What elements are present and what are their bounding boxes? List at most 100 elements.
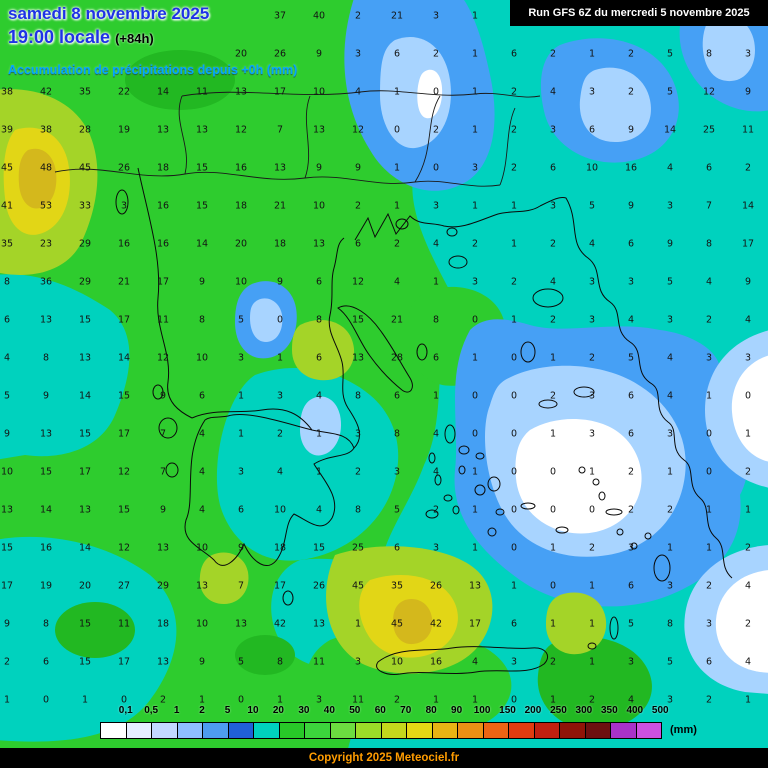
- grid-value: 1: [354, 618, 362, 630]
- grid-value: 3: [588, 86, 596, 98]
- grid-value: 9: [744, 86, 752, 98]
- legend-color-cell: [203, 723, 229, 738]
- grid-value: 16: [429, 656, 443, 668]
- grid-value: 13: [312, 238, 326, 250]
- grid-value: 13: [351, 352, 365, 364]
- grid-value: 2: [549, 48, 557, 60]
- grid-value: 2: [549, 238, 557, 250]
- grid-value: 1: [81, 694, 89, 706]
- grid-value: 41: [0, 200, 14, 212]
- grid-value: 19: [39, 580, 53, 592]
- grid-value: 8: [432, 314, 440, 326]
- grid-value: 18: [273, 238, 287, 250]
- grid-value: 13: [156, 656, 170, 668]
- grid-value: 3: [627, 542, 635, 554]
- grid-value: 4: [315, 390, 323, 402]
- grid-value: 13: [312, 618, 326, 630]
- grid-value: 3: [432, 542, 440, 554]
- grid-value: 26: [429, 580, 443, 592]
- grid-value: 0: [120, 694, 128, 706]
- legend-value-label: 0,5: [144, 705, 159, 716]
- grid-value: 14: [156, 86, 170, 98]
- grid-value: 16: [156, 200, 170, 212]
- grid-value: 2: [354, 466, 362, 478]
- legend-value-label: 200: [524, 705, 542, 716]
- grid-value: 5: [666, 656, 674, 668]
- legend-color-cell: [356, 723, 382, 738]
- grid-value: 20: [234, 238, 248, 250]
- grid-value: 1: [510, 238, 518, 250]
- grid-value: 9: [3, 618, 11, 630]
- grid-value: 1: [549, 542, 557, 554]
- grid-value: 10: [585, 162, 599, 174]
- grid-value: 18: [234, 200, 248, 212]
- grid-value: 4: [627, 314, 635, 326]
- grid-value: 2: [549, 390, 557, 402]
- grid-value: 0: [510, 352, 518, 364]
- grid-value: 15: [195, 162, 209, 174]
- grid-value: 8: [393, 428, 401, 440]
- grid-value: 9: [237, 542, 245, 554]
- grid-value: 2: [588, 694, 596, 706]
- grid-value: 5: [627, 352, 635, 364]
- legend-value-label: 400: [626, 705, 644, 716]
- legend-color-cell: [560, 723, 586, 738]
- grid-value: 8: [666, 618, 674, 630]
- grid-value: 14: [117, 352, 131, 364]
- grid-value: 12: [702, 86, 716, 98]
- grid-value: 3: [666, 314, 674, 326]
- copyright-text: Copyright 2025 Meteociel.fr: [308, 752, 460, 764]
- grid-value: 21: [390, 10, 404, 22]
- grid-value: 3: [705, 618, 713, 630]
- grid-value: 1: [549, 694, 557, 706]
- grid-value: 12: [156, 352, 170, 364]
- grid-value: 13: [156, 124, 170, 136]
- grid-value: 17: [117, 428, 131, 440]
- grid-value: 35: [390, 580, 404, 592]
- grid-value: 1: [198, 694, 206, 706]
- grid-value: 7: [705, 200, 713, 212]
- grid-value: 48: [39, 162, 53, 174]
- grid-value: 13: [468, 580, 482, 592]
- grid-value: 3: [120, 200, 128, 212]
- grid-value: 9: [315, 48, 323, 60]
- grid-value: 3: [627, 656, 635, 668]
- grid-value: 4: [666, 352, 674, 364]
- grid-value: 1: [393, 162, 401, 174]
- grid-value: 13: [273, 162, 287, 174]
- grid-value: 1: [471, 542, 479, 554]
- grid-value: 35: [0, 238, 14, 250]
- legend-value-label: 300: [575, 705, 593, 716]
- grid-value: 13: [0, 504, 14, 516]
- legend-color-cell: [611, 723, 637, 738]
- grid-value: 1: [237, 428, 245, 440]
- grid-value: 11: [312, 656, 326, 668]
- legend-value-label: 0,1: [118, 705, 133, 716]
- grid-value: 4: [432, 238, 440, 250]
- legend-unit-label: (mm): [670, 724, 697, 736]
- legend-color-cell: [279, 723, 305, 738]
- grid-value: 14: [195, 238, 209, 250]
- grid-value: 6: [588, 124, 596, 136]
- grid-value: 1: [315, 428, 323, 440]
- grid-value: 21: [390, 314, 404, 326]
- grid-value: 13: [78, 352, 92, 364]
- grid-value: 3: [627, 276, 635, 288]
- grid-value: 5: [666, 86, 674, 98]
- grid-value: 38: [39, 124, 53, 136]
- grid-value: 1: [549, 618, 557, 630]
- grid-value: 4: [198, 428, 206, 440]
- grid-value: 15: [312, 542, 326, 554]
- grid-value: 2: [432, 124, 440, 136]
- legend-color-cell: [534, 723, 560, 738]
- grid-value: 16: [234, 162, 248, 174]
- grid-value: 13: [234, 618, 248, 630]
- grid-value: 14: [663, 124, 677, 136]
- grid-value: 2: [627, 86, 635, 98]
- grid-value: 8: [354, 504, 362, 516]
- grid-value: 6: [3, 314, 11, 326]
- legend-color-cell: [381, 723, 407, 738]
- grid-value: 0: [237, 694, 245, 706]
- grid-value: 17: [0, 580, 14, 592]
- grid-value: 4: [549, 276, 557, 288]
